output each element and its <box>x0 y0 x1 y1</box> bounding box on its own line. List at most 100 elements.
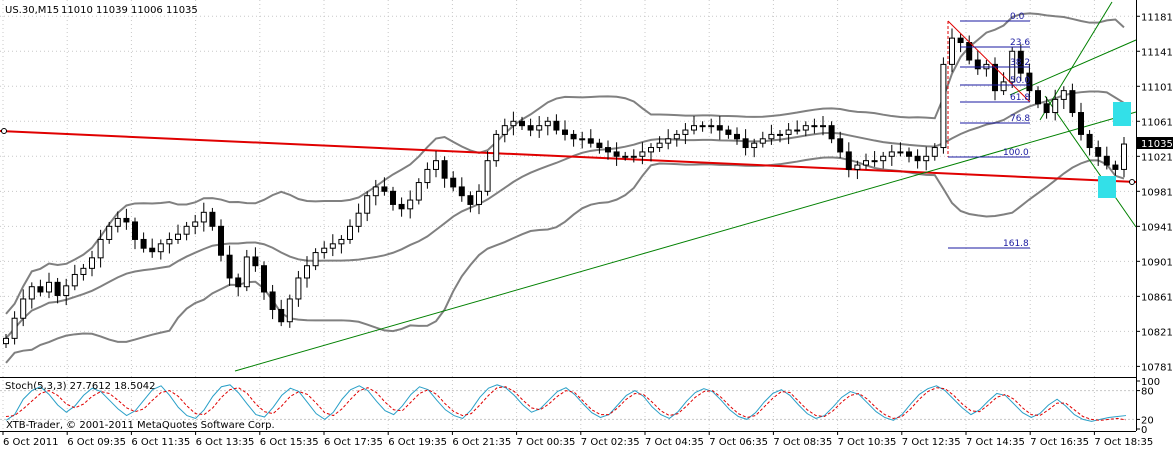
fib-diagonal[interactable] <box>947 20 1031 103</box>
candle <box>261 261 267 300</box>
candle <box>89 250 95 277</box>
fib-level-label: 0.0 <box>1010 12 1025 22</box>
time-tick-label: 6 Oct 19:35 <box>388 437 447 448</box>
candle <box>794 120 801 135</box>
candle <box>183 221 190 241</box>
time-tick-label: 7 Oct 10:35 <box>838 437 897 448</box>
bollinger-lower <box>5 156 1125 364</box>
price-tick-label: 11181 <box>1141 12 1173 23</box>
trend-anchor[interactable] <box>1 128 7 134</box>
fib-level-label: 50.0 <box>1010 76 1030 86</box>
stoch-tick-label: 80 <box>1141 387 1154 398</box>
candle <box>536 116 543 138</box>
candle <box>243 249 250 292</box>
highlight-boxes <box>1098 102 1131 198</box>
trend-anchor[interactable] <box>1129 179 1135 185</box>
bollinger-bands <box>5 12 1125 364</box>
price-tick-label: 10821 <box>1141 327 1173 338</box>
candle <box>1026 63 1033 101</box>
candle <box>1086 130 1093 156</box>
candle <box>1112 160 1119 176</box>
current-price-marker <box>1137 137 1173 149</box>
stochastic-panel <box>0 384 1136 422</box>
stochastic-label: Stoch(5,3,3) 27.7612 18.5042 <box>5 381 156 392</box>
green-fan-line-down[interactable] <box>1044 95 1137 228</box>
candle <box>192 214 199 235</box>
candle <box>46 272 52 299</box>
candle <box>820 116 826 136</box>
candle <box>648 143 654 162</box>
candle <box>450 171 457 192</box>
red-trend-line[interactable] <box>0 130 1137 183</box>
candle <box>914 149 921 169</box>
candle <box>510 111 517 136</box>
candle <box>854 160 861 180</box>
symbol-title: US.30,M15 <box>5 5 59 16</box>
green-fan-line[interactable] <box>1039 1 1113 121</box>
candle <box>1052 89 1059 121</box>
candle <box>871 151 878 167</box>
candle <box>1121 137 1127 178</box>
price-tick-label: 10901 <box>1141 257 1173 268</box>
candle <box>20 289 27 327</box>
candle <box>596 138 603 154</box>
candle <box>949 28 955 73</box>
fib-level-label: 100.0 <box>1003 148 1029 158</box>
candle <box>458 177 465 202</box>
candle <box>622 151 629 161</box>
candle <box>295 270 302 307</box>
candle <box>372 179 379 206</box>
candle <box>845 142 852 178</box>
candle <box>484 151 491 196</box>
candle <box>157 239 164 260</box>
fib-level-label: 23.6 <box>1010 38 1030 48</box>
stoch-main-line <box>5 384 1127 422</box>
time-tick-label: 6 Oct 2011 <box>3 437 58 448</box>
candle <box>742 129 749 156</box>
candle <box>415 178 422 205</box>
candle <box>28 282 35 309</box>
candle <box>811 118 818 134</box>
price-tick-label: 11021 <box>1141 152 1173 163</box>
candle <box>493 130 500 167</box>
stoch-tick-label: 20 <box>1141 415 1154 426</box>
fib-level-label: 38.2 <box>1010 58 1030 68</box>
candles <box>3 28 1127 348</box>
candle <box>467 191 474 213</box>
candle <box>132 217 138 250</box>
time-tick-label: 7 Oct 06:35 <box>709 437 768 448</box>
candle <box>923 146 930 171</box>
candle <box>802 121 809 137</box>
time-tick-label: 7 Oct 02:35 <box>581 437 640 448</box>
green-trend-line[interactable] <box>234 111 1137 372</box>
candle <box>149 238 156 258</box>
candle <box>605 140 611 160</box>
candle <box>699 121 706 132</box>
fibonacci-retracement[interactable]: 0.0 23.6 38.2 50.0 61.8 76.8 100.0 161.8 <box>947 12 1031 249</box>
plot-area <box>0 0 1136 450</box>
candle <box>364 191 371 222</box>
candle <box>1095 140 1102 166</box>
candle <box>398 197 405 217</box>
time-tick-label: 6 Oct 21:35 <box>452 437 511 448</box>
price-tick-label: 10981 <box>1141 187 1173 198</box>
candle <box>286 294 293 328</box>
candle <box>209 207 216 231</box>
candle <box>940 57 947 154</box>
candle <box>347 219 353 244</box>
candle <box>166 232 173 254</box>
candle <box>992 57 998 101</box>
candle <box>777 130 783 143</box>
trend-lines[interactable] <box>0 1 1137 372</box>
candle <box>407 190 414 219</box>
candle <box>114 211 121 233</box>
highlight-box-upper <box>1113 102 1131 126</box>
time-tick-label: 6 Oct 17:35 <box>324 437 383 448</box>
candle <box>71 264 78 291</box>
time-tick-label: 7 Oct 16:35 <box>1030 437 1089 448</box>
candle <box>863 153 869 170</box>
candle <box>1060 86 1067 110</box>
